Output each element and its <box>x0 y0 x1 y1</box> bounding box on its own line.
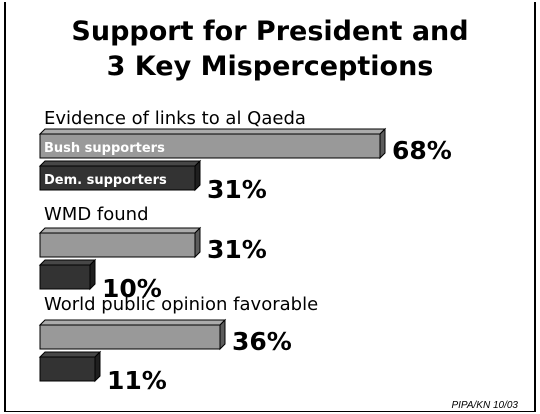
bar-side-face <box>219 318 226 351</box>
value-label: 36% <box>232 327 292 356</box>
value-label: 11% <box>107 366 167 395</box>
bar-top-face <box>38 351 102 358</box>
legend-label: Bush supporters <box>44 141 165 156</box>
category-label: WMD found <box>44 204 149 225</box>
bar-top-face <box>38 128 387 135</box>
bush-supporters-bar <box>39 133 381 159</box>
bar-side-face <box>379 127 386 160</box>
bar-side-face <box>194 159 201 192</box>
title-line-2: 3 Key Misperceptions <box>106 51 434 82</box>
category-label: World public opinion favorable <box>44 294 318 315</box>
bar-top-face <box>38 259 97 266</box>
title-line-1: Support for President and <box>71 16 469 47</box>
dem-supporters-bar <box>39 264 91 290</box>
bush-supporters-bar <box>39 232 196 258</box>
bush-supporters-bar <box>39 324 221 350</box>
source-note: PIPA/KN 10/03 <box>451 400 518 411</box>
value-label: 31% <box>207 235 267 264</box>
dem-supporters-bar <box>39 356 96 382</box>
bar-side-face <box>94 350 101 383</box>
value-label: 10% <box>102 274 162 303</box>
category-label: Evidence of links to al Qaeda <box>44 108 306 129</box>
chart-title: Support for President and 3 Key Misperce… <box>0 14 540 84</box>
value-label: 31% <box>207 175 267 204</box>
dem-supporters-bar <box>39 165 196 191</box>
bar-side-face <box>89 258 96 291</box>
value-label: 68% <box>392 136 452 165</box>
legend-label: Dem. supporters <box>44 173 167 188</box>
bar-top-face <box>38 319 227 326</box>
bar-top-face <box>38 227 202 234</box>
bar-top-face <box>38 160 202 167</box>
bar-side-face <box>194 226 201 259</box>
